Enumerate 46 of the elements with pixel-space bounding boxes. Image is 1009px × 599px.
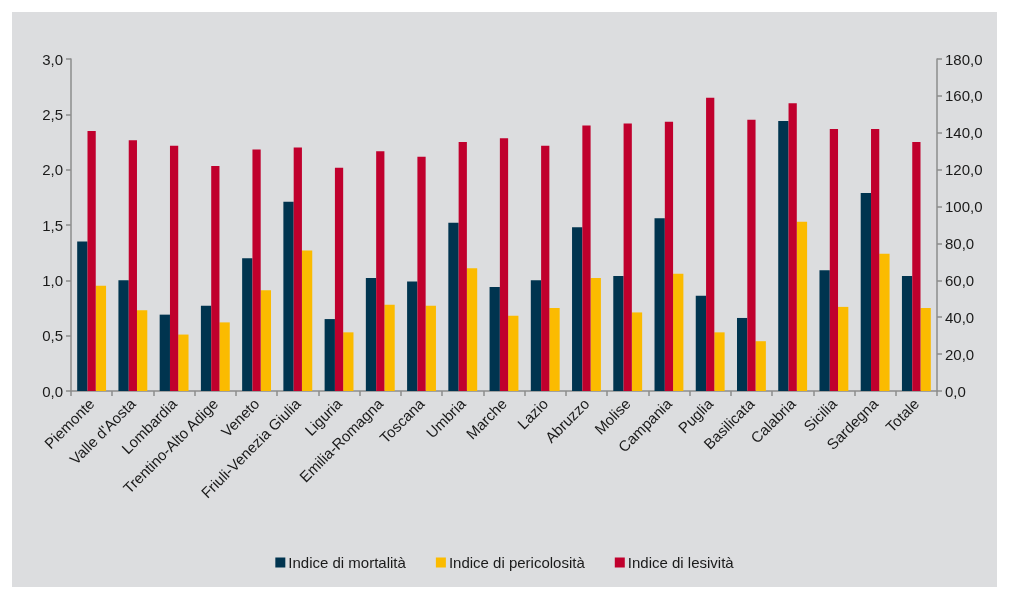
bar xyxy=(136,310,148,391)
y2-tick-label: 180,0 xyxy=(945,50,983,68)
y2-tick-label: 60,0 xyxy=(945,271,975,289)
y-tick-label: 0,5 xyxy=(42,327,63,345)
bar xyxy=(324,319,335,391)
y2-tick-label: 100,0 xyxy=(945,198,983,216)
bar xyxy=(714,332,725,391)
y2-tick-label: 120,0 xyxy=(945,161,983,179)
y2-tick-label: 0,0 xyxy=(945,382,966,400)
bar xyxy=(211,165,220,391)
bar xyxy=(737,317,748,391)
bar xyxy=(159,314,170,391)
bar xyxy=(838,306,849,391)
bar xyxy=(508,315,519,391)
y2-tick-label: 40,0 xyxy=(945,308,975,326)
y-tick-label: 1,5 xyxy=(42,216,63,234)
legend-label: Indice di mortalità xyxy=(288,554,407,571)
bar xyxy=(755,341,766,391)
bar xyxy=(376,151,385,391)
bar xyxy=(623,123,632,391)
bar xyxy=(695,295,707,391)
legend-label: Indice di lesività xyxy=(627,554,735,571)
bar xyxy=(829,129,839,391)
y-tick-label: 1,0 xyxy=(42,271,63,289)
bar xyxy=(343,332,354,391)
y2-tick-label: 20,0 xyxy=(945,345,975,363)
y-tick-label: 2,0 xyxy=(42,161,63,179)
bar xyxy=(706,97,715,391)
y-tick-label: 2,5 xyxy=(42,105,63,123)
bar xyxy=(334,167,344,391)
y2-tick-label: 140,0 xyxy=(945,124,983,142)
bar xyxy=(541,145,550,391)
bar xyxy=(219,322,230,391)
bar xyxy=(169,145,179,391)
y2-tick-label: 160,0 xyxy=(945,87,983,105)
bar xyxy=(912,142,921,391)
y-tick-label: 0,0 xyxy=(42,382,63,400)
legend-label: Indice di pericolosità xyxy=(448,554,586,571)
bar xyxy=(631,312,643,391)
bar xyxy=(128,140,137,391)
bar xyxy=(417,156,426,391)
bar xyxy=(747,119,756,391)
bar xyxy=(178,334,189,391)
bar xyxy=(499,138,509,391)
y-tick-label: 3,0 xyxy=(42,50,63,68)
y2-tick-label: 80,0 xyxy=(945,234,975,252)
